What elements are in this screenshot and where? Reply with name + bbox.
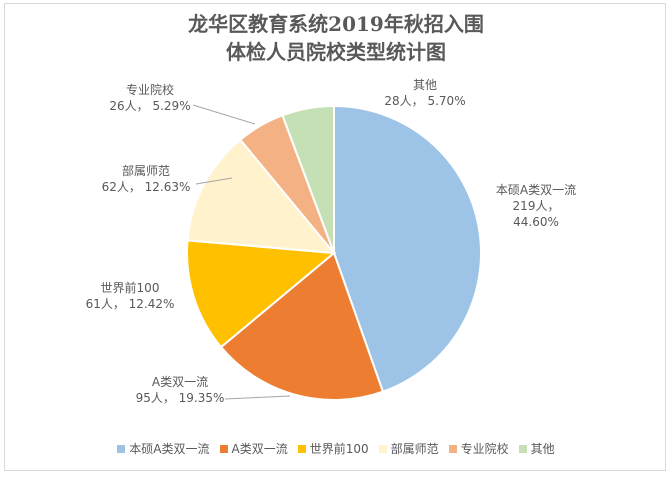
data-label-2: 世界前100 61人， 12.42% bbox=[86, 280, 175, 311]
chart-title-line-1: 龙华区教育系统2019年秋招入围 bbox=[188, 12, 484, 36]
legend-item-4: 专业院校 bbox=[448, 440, 509, 457]
legend-item-2: 世界前100 bbox=[297, 440, 369, 457]
legend-label-1: A类双一流 bbox=[231, 442, 288, 456]
pie-slice-1 bbox=[219, 251, 385, 401]
data-label-4: 专业院校 26人， 5.29% bbox=[109, 82, 190, 113]
legend-label-0: 本硕A类双一流 bbox=[129, 442, 210, 456]
legend-swatch-2 bbox=[297, 444, 306, 453]
chart-title-line-2: 体检人员院校类型统计图 bbox=[226, 40, 446, 64]
pie-slice-5 bbox=[281, 104, 335, 254]
legend-swatch-4 bbox=[448, 444, 457, 453]
leader-line-4 bbox=[192, 104, 256, 125]
pie-slice-3 bbox=[186, 138, 337, 255]
pie-slice-2 bbox=[186, 239, 337, 349]
legend-swatch-0 bbox=[117, 444, 126, 453]
legend-label-2: 世界前100 bbox=[309, 442, 369, 456]
pie-slice-0 bbox=[333, 104, 482, 393]
data-label-3: 部属师范 62人， 12.63% bbox=[102, 163, 191, 194]
legend-item-3: 部属师范 bbox=[378, 440, 439, 457]
legend-item-1: A类双一流 bbox=[219, 440, 288, 457]
legend-item-5: 其他 bbox=[518, 440, 555, 457]
legend-item-0: 本硕A类双一流 bbox=[117, 440, 210, 457]
leader-line-3 bbox=[195, 177, 233, 185]
legend-swatch-1 bbox=[219, 444, 228, 453]
data-label-1: A类双一流 95人， 19.35% bbox=[136, 375, 225, 405]
legend-label-4: 专业院校 bbox=[460, 442, 509, 456]
legend-label-3: 部属师范 bbox=[390, 442, 439, 456]
data-label-0: 本硕A类双一流 219人， 44.60% bbox=[496, 183, 576, 229]
legend-swatch-5 bbox=[518, 444, 527, 453]
data-label-5: 其他 28人， 5.70% bbox=[384, 78, 465, 108]
chart-title: 龙华区教育系统2019年秋招入围 体检人员院校类型统计图 bbox=[0, 10, 672, 66]
legend-label-5: 其他 bbox=[530, 442, 555, 456]
legend-swatch-3 bbox=[378, 444, 387, 453]
chart-legend: 本硕A类双一流 A类双一流 世界前100 部属师范 专业院校 其他 bbox=[0, 440, 672, 457]
leader-line-1 bbox=[224, 395, 291, 400]
